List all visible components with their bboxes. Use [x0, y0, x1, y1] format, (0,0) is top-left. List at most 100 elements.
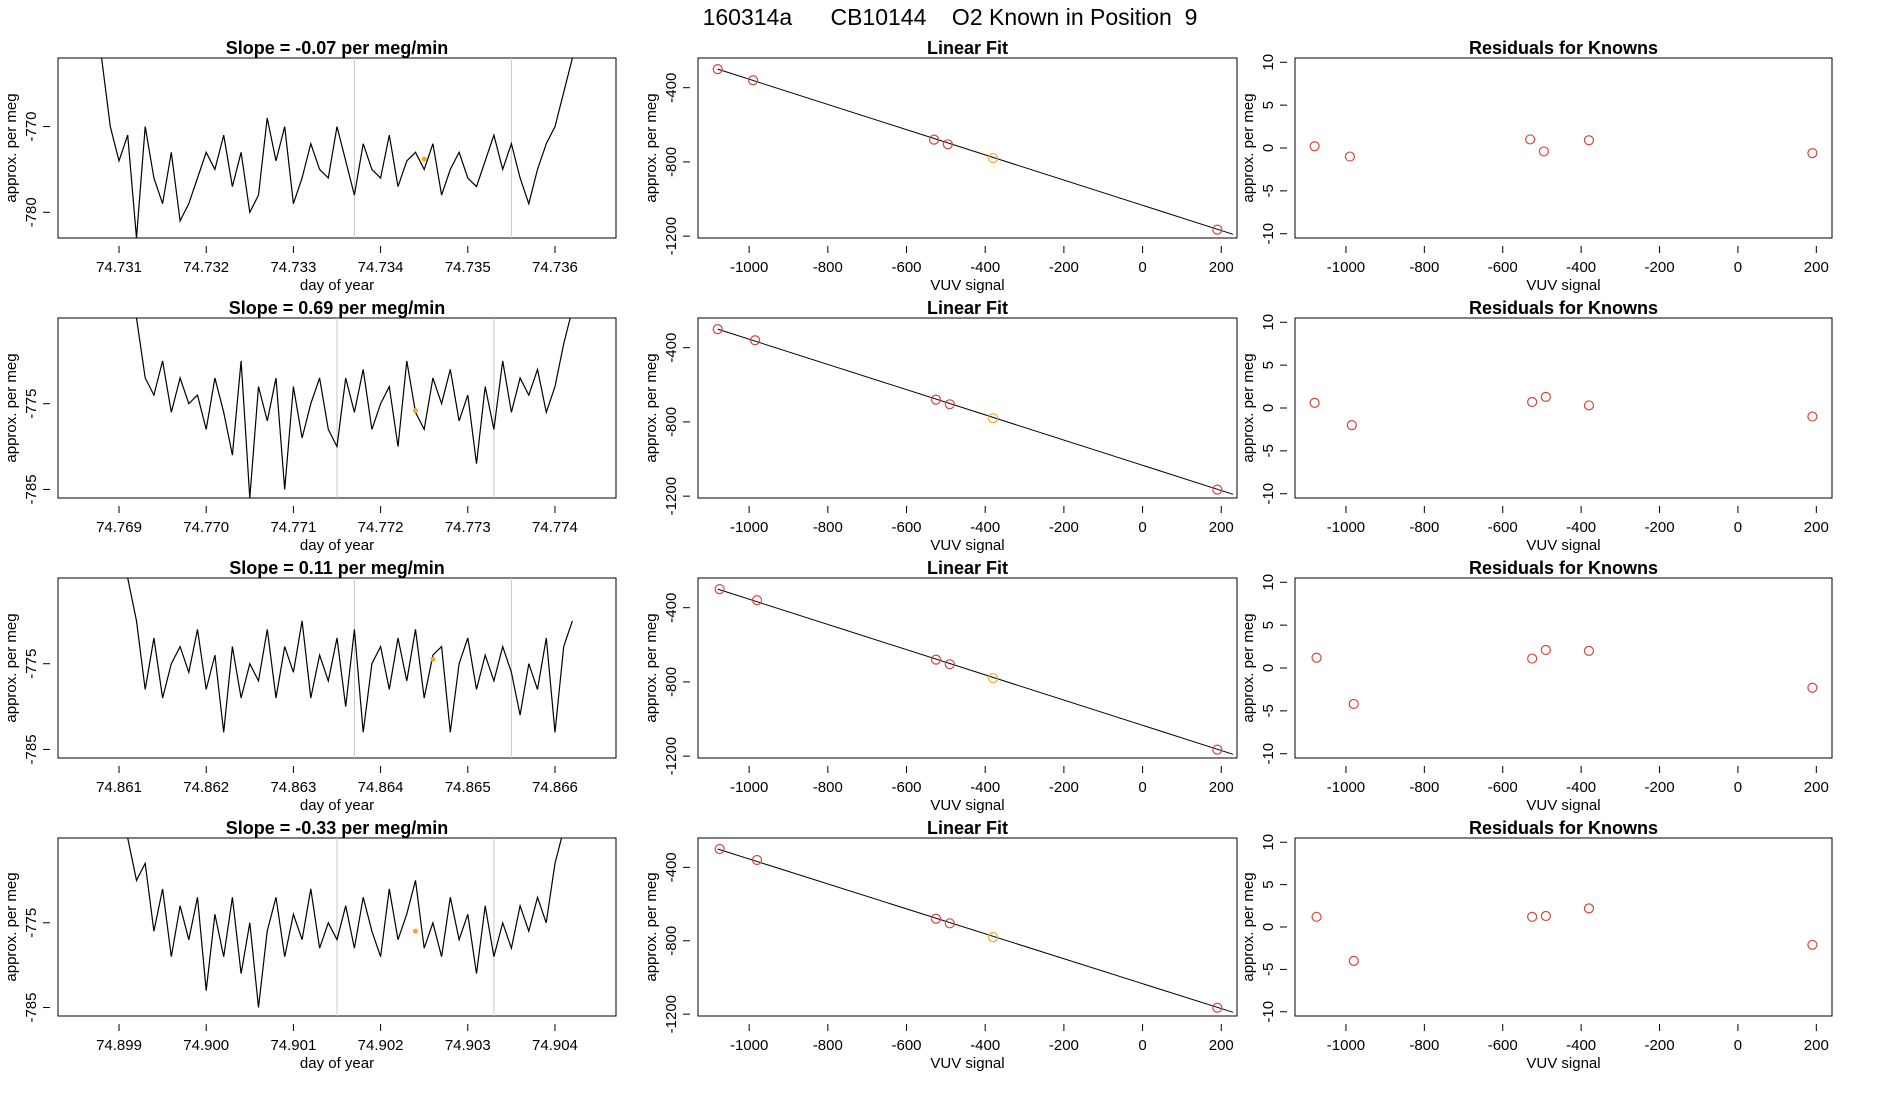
y-tick-label: -400 — [663, 73, 680, 103]
x-tick-label: -200 — [1049, 1037, 1079, 1054]
x-tick-label: -800 — [813, 259, 843, 276]
x-axis-label: VUV signal — [1526, 797, 1600, 814]
x-axis-label: day of year — [300, 277, 374, 294]
known-point — [1807, 411, 1818, 422]
x-tick-label: 74.899 — [96, 1037, 142, 1054]
y-tick-label: -775 — [23, 908, 40, 938]
known-point — [1309, 141, 1320, 152]
y-tick-label: -1200 — [663, 477, 680, 515]
x-tick-label: 74.864 — [358, 779, 404, 796]
known-point — [1527, 396, 1538, 408]
signal-trace-line — [127, 838, 563, 1008]
x-tick-label: -1000 — [730, 779, 768, 796]
y-tick-label: -5 — [1260, 704, 1277, 717]
x-axis-label: VUV signal — [930, 1055, 1004, 1072]
plot-title: Linear Fit — [927, 38, 1008, 58]
sample-point — [987, 153, 999, 164]
x-tick-label: -400 — [1566, 779, 1596, 796]
x-tick-label: 74.902 — [358, 1037, 404, 1054]
x-tick-label: -800 — [813, 1037, 843, 1054]
plot-title: Residuals for Knowns — [1469, 818, 1658, 838]
x-tick-label: -200 — [1645, 1037, 1675, 1054]
known-point — [1540, 910, 1551, 922]
known-point — [714, 584, 725, 595]
x-tick-label: 0 — [1138, 259, 1146, 276]
x-tick-label: 200 — [1209, 259, 1234, 276]
x-tick-label: -600 — [1488, 259, 1518, 276]
known-point — [1311, 911, 1322, 922]
known-point — [1583, 135, 1595, 146]
y-tick-label: 0 — [1260, 923, 1277, 931]
plot-frame — [57, 577, 617, 759]
x-tick-label: 74.735 — [445, 259, 491, 276]
x-tick-label: 74.866 — [532, 779, 578, 796]
signal-trace-line — [135, 318, 571, 498]
y-axis-label: approx. per meg — [3, 872, 20, 981]
x-tick-label: 200 — [1209, 1037, 1234, 1054]
x-tick-label: -1000 — [1327, 779, 1365, 796]
known-point — [1344, 151, 1355, 162]
y-axis-label: approx. per meg — [643, 93, 660, 202]
x-tick-label: 74.904 — [532, 1037, 578, 1054]
y-tick-label: 10 — [1260, 314, 1277, 331]
y-tick-label: 5 — [1260, 880, 1277, 888]
x-tick-label: -800 — [813, 519, 843, 536]
x-tick-label: -600 — [1488, 1037, 1518, 1054]
plot-title: Linear Fit — [927, 298, 1008, 318]
x-tick-label: 74.733 — [270, 259, 316, 276]
x-tick-label: -800 — [1409, 519, 1439, 536]
x-tick-label: -800 — [1409, 779, 1439, 796]
x-tick-label: -1000 — [1327, 1037, 1365, 1054]
known-point — [944, 399, 955, 410]
y-tick-label: -400 — [663, 852, 680, 882]
x-tick-label: 200 — [1804, 1037, 1829, 1054]
x-tick-label: 74.772 — [358, 519, 404, 536]
x-tick-label: -600 — [892, 259, 922, 276]
y-tick-label: -10 — [1260, 483, 1277, 505]
x-tick-label: -400 — [970, 1037, 1000, 1054]
known-point — [1525, 134, 1536, 145]
x-tick-label: -600 — [892, 779, 922, 796]
x-tick-label: 74.861 — [96, 779, 142, 796]
known-point — [930, 913, 942, 924]
known-point — [930, 394, 942, 405]
y-tick-label: -800 — [663, 926, 680, 956]
y-axis-label: approx. per meg — [643, 353, 660, 462]
y-tick-label: 5 — [1260, 101, 1277, 109]
y-axis-label: approx. per meg — [643, 872, 660, 981]
plot-title: Slope = -0.33 per meg/min — [226, 818, 449, 838]
x-tick-label: -1000 — [730, 1037, 768, 1054]
fit-line — [717, 848, 1234, 1013]
x-tick-label: 74.734 — [358, 259, 404, 276]
known-point — [751, 595, 763, 606]
plot-frame — [57, 57, 617, 239]
x-tick-label: 0 — [1138, 779, 1146, 796]
x-tick-label: -1000 — [1327, 519, 1365, 536]
x-tick-label: 74.773 — [445, 519, 491, 536]
known-point — [1527, 911, 1538, 922]
plot-frame — [697, 317, 1238, 499]
known-point — [1309, 397, 1320, 408]
x-tick-label: -600 — [1488, 519, 1518, 536]
y-tick-label: -10 — [1260, 1001, 1277, 1023]
y-tick-label: -10 — [1260, 223, 1277, 245]
x-axis-label: VUV signal — [930, 797, 1004, 814]
x-tick-label: -200 — [1645, 259, 1675, 276]
known-point — [1807, 682, 1818, 693]
known-point — [1212, 484, 1223, 495]
x-axis-label: VUV signal — [930, 277, 1004, 294]
plot-frame — [1294, 837, 1833, 1017]
x-tick-label: 74.862 — [183, 779, 229, 796]
x-axis-label: VUV signal — [1526, 277, 1600, 294]
y-tick-label: 5 — [1260, 361, 1277, 369]
y-tick-label: 10 — [1260, 54, 1277, 71]
known-point — [944, 659, 955, 670]
known-point — [1311, 652, 1322, 663]
known-point — [1540, 644, 1551, 656]
x-tick-label: -1000 — [730, 259, 768, 276]
x-axis-label: VUV signal — [1526, 537, 1600, 554]
y-axis-label: approx. per meg — [1240, 353, 1257, 462]
fit-line — [717, 328, 1234, 495]
y-axis-label: approx. per meg — [643, 613, 660, 722]
known-point — [1583, 400, 1595, 411]
